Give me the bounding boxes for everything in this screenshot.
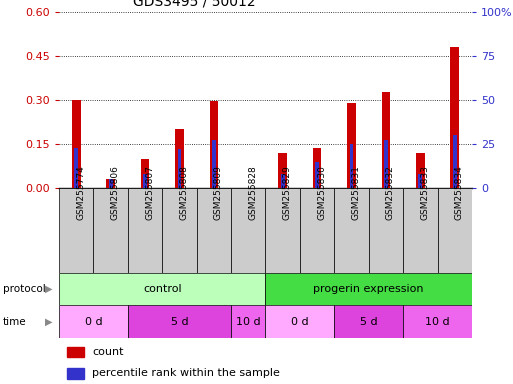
Bar bbox=[106, 179, 115, 188]
Bar bbox=[59, 273, 266, 305]
Bar bbox=[67, 347, 84, 358]
Text: GSM255830: GSM255830 bbox=[317, 165, 326, 220]
Text: percentile rank within the sample: percentile rank within the sample bbox=[92, 368, 280, 379]
Text: GSM255833: GSM255833 bbox=[420, 165, 429, 220]
Text: time: time bbox=[3, 316, 26, 327]
Bar bbox=[384, 141, 388, 188]
Bar bbox=[416, 153, 425, 188]
Bar bbox=[72, 100, 81, 188]
Bar bbox=[109, 179, 112, 188]
Text: GDS3495 / 50012: GDS3495 / 50012 bbox=[133, 0, 256, 9]
Bar bbox=[59, 305, 128, 338]
Bar bbox=[266, 305, 334, 338]
Text: count: count bbox=[92, 347, 124, 358]
Bar bbox=[453, 135, 457, 188]
Text: 10 d: 10 d bbox=[236, 316, 261, 327]
Bar bbox=[265, 188, 300, 273]
Bar bbox=[141, 159, 149, 188]
Text: 5 d: 5 d bbox=[171, 316, 188, 327]
Bar bbox=[403, 188, 438, 273]
Bar bbox=[281, 174, 285, 188]
Bar bbox=[74, 147, 78, 188]
Bar bbox=[209, 101, 218, 188]
Bar bbox=[128, 188, 162, 273]
Bar bbox=[349, 144, 353, 188]
Bar bbox=[266, 273, 472, 305]
Text: protocol: protocol bbox=[3, 284, 45, 294]
Bar bbox=[382, 93, 390, 188]
Text: control: control bbox=[143, 284, 182, 294]
Bar bbox=[315, 162, 319, 188]
Bar bbox=[279, 153, 287, 188]
Text: GSM255807: GSM255807 bbox=[145, 165, 154, 220]
Bar bbox=[334, 305, 403, 338]
Text: 0 d: 0 d bbox=[85, 316, 102, 327]
Text: progerin expression: progerin expression bbox=[313, 284, 424, 294]
Text: GSM255808: GSM255808 bbox=[180, 165, 188, 220]
Bar bbox=[419, 174, 422, 188]
Bar bbox=[313, 149, 322, 188]
Bar bbox=[403, 305, 472, 338]
Bar bbox=[347, 103, 356, 188]
Bar bbox=[67, 368, 84, 379]
Text: GSM255806: GSM255806 bbox=[111, 165, 120, 220]
Text: 0 d: 0 d bbox=[291, 316, 309, 327]
Bar bbox=[196, 188, 231, 273]
Text: 5 d: 5 d bbox=[360, 316, 378, 327]
Text: GSM255829: GSM255829 bbox=[283, 165, 292, 220]
Bar bbox=[231, 188, 266, 273]
Bar bbox=[162, 188, 196, 273]
Bar bbox=[59, 188, 93, 273]
Text: GSM255834: GSM255834 bbox=[455, 165, 464, 220]
Text: GSM255774: GSM255774 bbox=[76, 165, 85, 220]
Text: ▶: ▶ bbox=[45, 284, 53, 294]
Text: GSM255809: GSM255809 bbox=[214, 165, 223, 220]
Bar bbox=[175, 129, 184, 188]
Bar bbox=[334, 188, 369, 273]
Bar bbox=[177, 149, 182, 188]
Text: 10 d: 10 d bbox=[425, 316, 450, 327]
Bar bbox=[231, 305, 266, 338]
Bar bbox=[369, 188, 403, 273]
Text: GSM255832: GSM255832 bbox=[386, 165, 395, 220]
Text: GSM255828: GSM255828 bbox=[248, 165, 258, 220]
Text: ▶: ▶ bbox=[45, 316, 53, 327]
Bar bbox=[438, 188, 472, 273]
Bar bbox=[300, 188, 334, 273]
Bar bbox=[212, 141, 216, 188]
Bar bbox=[143, 174, 147, 188]
Bar bbox=[128, 305, 231, 338]
Bar bbox=[450, 47, 459, 188]
Bar bbox=[93, 188, 128, 273]
Text: GSM255831: GSM255831 bbox=[351, 165, 361, 220]
